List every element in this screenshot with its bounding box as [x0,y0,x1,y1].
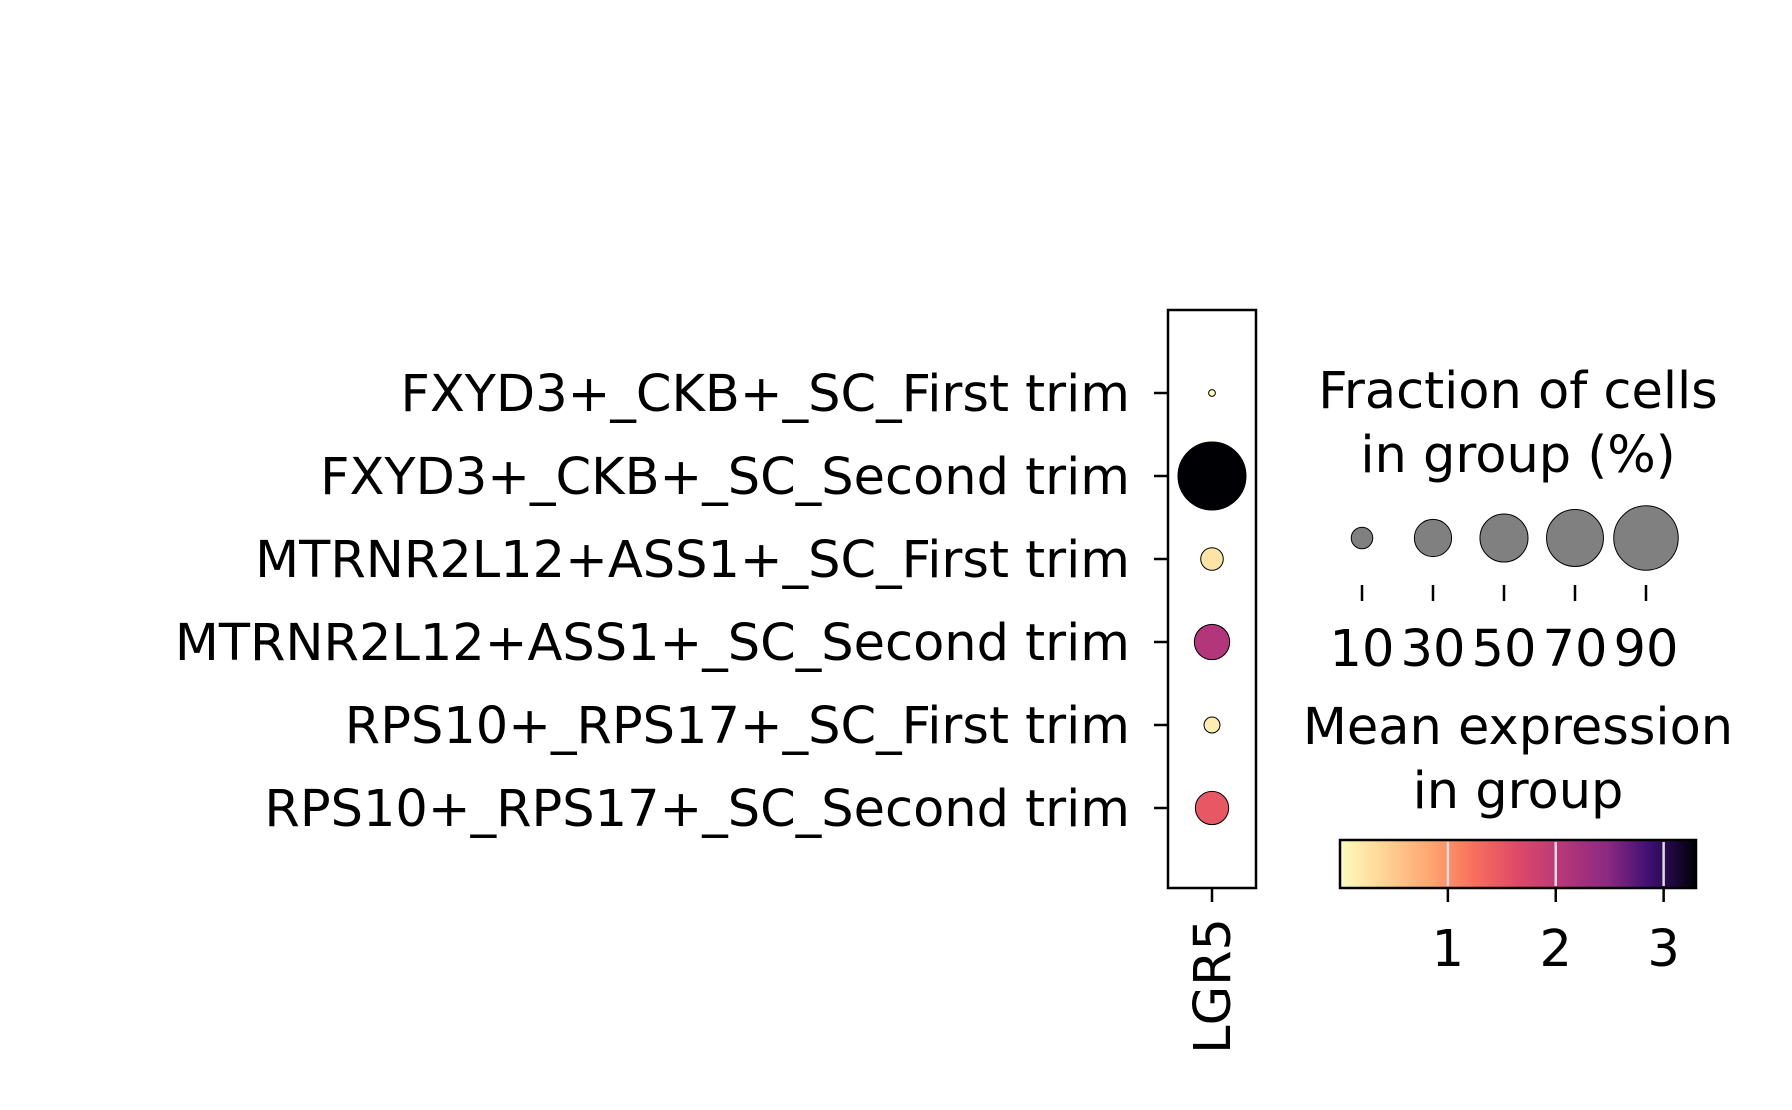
group-label: FXYD3+_CKB+_SC_Second trim [320,448,1130,507]
size-legend-tick-label: 30 [1401,620,1466,679]
group-label: MTRNR2L12+ASS1+_SC_First trim [255,531,1130,590]
dotplot-panel: FXYD3+_CKB+_SC_First trim FXYD3+_CKB+_SC_… [175,308,1258,1054]
dot [1177,441,1247,511]
colorbar [1338,838,1698,890]
group-label: MTRNR2L12+ASS1+_SC_Second trim [175,614,1130,673]
dots [1177,389,1247,826]
colorbar-tick-label: 1 [1432,920,1464,979]
size-legend-tick-label: 50 [1472,620,1537,679]
colorbar-tick-label: 2 [1540,920,1572,979]
group-label: RPS10+_RPS17+_SC_Second trim [264,780,1130,839]
color-legend-title-line2: in group [1413,762,1624,821]
dot [1203,716,1221,734]
group-label: FXYD3+_CKB+_SC_First trim [401,365,1131,424]
size-legend-items: 10 30 50 70 90 [1330,505,1679,679]
colorbar-tick-label: 3 [1647,920,1679,979]
group-labels: FXYD3+_CKB+_SC_First trim FXYD3+_CKB+_SC_… [175,365,1130,839]
dot [1208,389,1216,397]
size-legend-dot [1613,505,1679,571]
size-legend-dot [1479,513,1529,563]
size-legend-dot [1350,526,1374,550]
size-legend-tick-label: 90 [1614,620,1679,679]
size-legend-tick-label: 70 [1543,620,1608,679]
color-legend-title-line1: Mean expression [1303,698,1733,757]
dot [1193,623,1231,661]
size-legend-tick-label: 10 [1330,620,1395,679]
dot [1200,547,1224,571]
size-legend-dot [1413,518,1453,558]
group-label: RPS10+_RPS17+_SC_First trim [345,697,1130,756]
gene-label: LGR5 [1184,918,1243,1054]
gene-axis: LGR5 [1184,888,1243,1054]
size-legend-title-line1: Fraction of cells [1318,362,1717,421]
color-legend: Mean expression in group 1 2 3 [1303,698,1733,979]
dot [1194,790,1230,826]
row-ticks [1154,391,1168,810]
colorbar-ticks: 1 2 3 [1432,842,1680,979]
size-legend: Fraction of cells in group (%) 10 30 50 70 9… [1318,362,1717,679]
size-legend-dot [1546,509,1604,567]
size-legend-title-line2: in group (%) [1360,426,1675,485]
